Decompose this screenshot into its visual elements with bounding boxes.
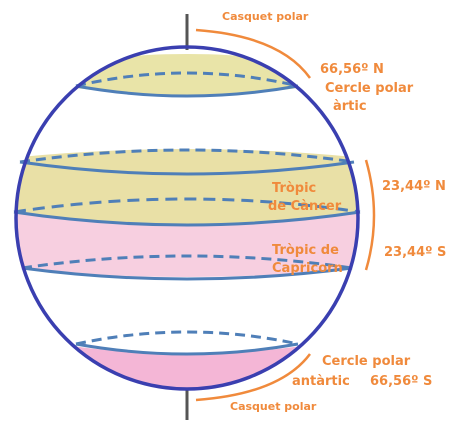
equator-front — [13, 210, 361, 227]
north-polar-cap-top — [75, 54, 299, 86]
label-lat-n66: 66,56º N — [320, 62, 384, 77]
south-cap-bracket — [195, 353, 311, 402]
label-lat-n23: 23,44º N — [382, 179, 446, 194]
antarctic-circle-back — [75, 330, 299, 346]
label-capricorn-2: Capricorn — [272, 261, 343, 276]
label-arctic-2: àrtic — [333, 99, 367, 114]
equator-back — [13, 197, 361, 214]
label-cancer-1: Tròpic — [272, 181, 316, 196]
label-antarctic-1: Cercle polar — [322, 354, 411, 369]
tropic-band-south — [16, 212, 358, 277]
capricorn-line-back — [21, 254, 353, 270]
cancer-line-back — [19, 148, 355, 164]
arctic-circle-back — [75, 71, 299, 88]
label-lat-s23: 23,44º S — [384, 245, 446, 260]
label-lat-s66: 66,56º S — [370, 374, 432, 389]
capricorn-line-front — [21, 266, 353, 281]
label-capricorn-1: Tròpic de — [272, 243, 339, 258]
label-arctic-1: Cercle polar — [325, 81, 414, 96]
label-cap-north: Casquet polar — [222, 10, 309, 23]
north-cap-bracket — [195, 28, 312, 79]
tropic-band-north — [16, 149, 358, 225]
tropics-bracket — [364, 159, 376, 271]
label-antarctic-2: antàrtic — [292, 374, 350, 389]
antarctic-circle-front — [75, 342, 299, 356]
globe-outline — [14, 45, 360, 391]
label-cancer-2: de Càncer — [268, 199, 342, 214]
arctic-circle-front — [75, 84, 299, 98]
label-cap-south: Casquet polar — [230, 400, 317, 413]
cancer-line-front — [19, 160, 355, 176]
